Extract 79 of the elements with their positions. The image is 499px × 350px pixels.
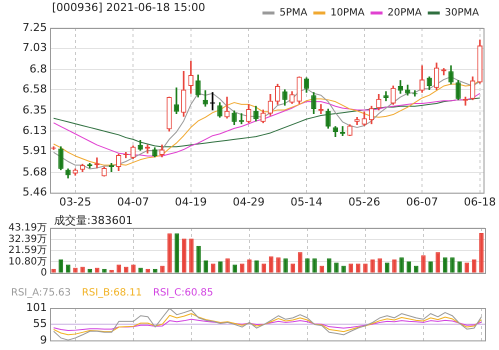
bar (442, 257, 448, 272)
bar (370, 259, 375, 272)
bar (298, 252, 302, 272)
bar (262, 264, 266, 272)
x-tick-label: 03-25 (59, 195, 92, 208)
bar (254, 260, 259, 272)
x-tick-label: 06-07 (406, 195, 438, 208)
bar (378, 258, 382, 272)
y-tick-label: 32.39万 (8, 234, 47, 245)
bar (392, 259, 397, 272)
x-tick-label: 04-29 (232, 195, 265, 208)
text: RSI_C:60.85 (153, 288, 214, 299)
y-tick-label: 5.68 (22, 165, 47, 178)
bar (479, 233, 484, 272)
bar (428, 262, 433, 272)
y-tick-label: 6.13 (22, 124, 47, 137)
y-tick-label: 55 (33, 317, 47, 330)
x-tick-label: 05-26 (348, 195, 380, 208)
y-tick-label: 21.59万 (8, 245, 47, 256)
y-tick-label: 5.91 (22, 144, 47, 158)
bar (276, 257, 281, 272)
y-tick-label: 9 (40, 333, 47, 346)
text: RSI_B:68.11 (82, 288, 142, 299)
y-tick-label: 0 (40, 268, 47, 279)
bar (189, 238, 194, 272)
bar (334, 262, 339, 272)
bar (436, 252, 440, 272)
x-tick-label: 04-07 (117, 195, 150, 208)
bar (406, 262, 412, 272)
bar (182, 238, 186, 272)
text: 成交量:383601 (54, 213, 133, 228)
bar (348, 264, 354, 272)
bar (399, 257, 404, 272)
bar (464, 262, 470, 272)
bar (290, 264, 296, 272)
chart-title: [000936] 2021-06-18 15:00 (52, 1, 206, 14)
bar (210, 264, 216, 272)
bar (450, 257, 455, 272)
y-tick-label: 7.25 (22, 20, 47, 34)
bar (167, 233, 172, 272)
bar (457, 262, 462, 272)
bar (131, 264, 136, 272)
y-tick-label: 6.8 (30, 62, 47, 76)
bar (58, 259, 64, 272)
bar (305, 258, 310, 272)
y-tick-label: 6.58 (22, 82, 47, 96)
bar (356, 264, 360, 272)
bar (326, 258, 332, 272)
bar (232, 264, 238, 272)
y-tick-label: 6.35 (22, 104, 47, 117)
bar (225, 258, 230, 272)
bar (204, 260, 208, 272)
bar (196, 246, 201, 272)
bar (384, 262, 390, 272)
legend-label: 20PMA (388, 8, 422, 19)
bar (312, 258, 317, 272)
bar (174, 233, 180, 272)
text: RSI_A:75.63 (11, 288, 71, 299)
y-tick-label: 5.46 (22, 186, 47, 199)
x-tick-label: 04-19 (174, 195, 207, 208)
bar (472, 259, 476, 272)
bar (218, 262, 223, 272)
bar (268, 256, 274, 272)
bar (283, 258, 288, 272)
legend-label: 10PMA (330, 8, 365, 19)
y-tick-label: 101 (26, 300, 47, 314)
candlestick (210, 92, 216, 110)
y-tick-label: 7.03 (22, 41, 47, 54)
x-tick-label: 05-14 (290, 195, 322, 208)
bar (363, 264, 368, 272)
bar (240, 264, 244, 272)
bar (116, 264, 122, 272)
y-tick-label: 10.80万 (8, 256, 47, 268)
bar (247, 259, 252, 272)
bar (66, 264, 70, 272)
x-tick-label: 06-18 (464, 195, 496, 208)
legend-label: 30PMA (444, 8, 480, 19)
y-tick-label: 43.19万 (8, 222, 47, 234)
legend-label: 5PMA (279, 8, 308, 19)
